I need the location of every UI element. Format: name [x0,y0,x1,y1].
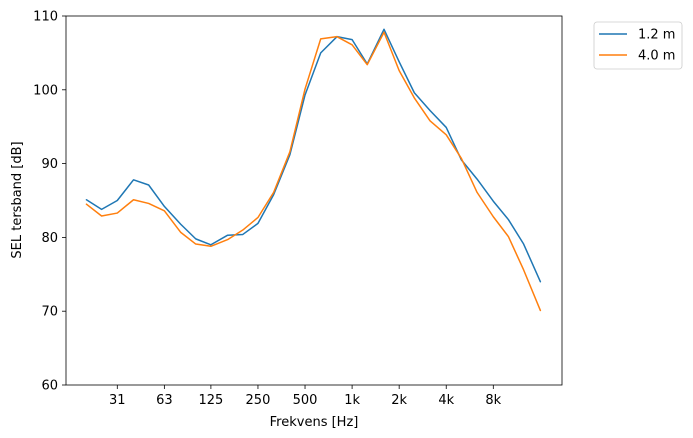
x-tick-label: 125 [198,393,223,408]
x-tick-label: 63 [156,393,173,408]
y-tick-label: 110 [33,10,58,25]
x-tick-label: 4k [438,393,454,408]
y-tick-label: 90 [41,157,58,172]
y-tick-label: 100 [33,83,58,98]
y-axis-label: SEL tersband [dB] [10,141,25,258]
x-tick-label: 250 [246,393,271,408]
x-tick-label: 8k [485,393,501,408]
y-axis: 60 70 80 90 100 110 [33,10,66,394]
x-axis: 31 63 125 250 500 1k 2k 4k 8k [109,385,502,408]
y-tick-label: 80 [41,231,58,246]
series-line-0 [85,28,542,283]
series-line-1 [85,31,542,312]
y-tick-label: 70 [41,305,58,320]
plot-frame [65,15,563,386]
plot-lines [85,28,542,312]
legend-label-1: 4.0 m [638,49,675,64]
x-tick-label: 1k [344,393,360,408]
x-tick-label: 2k [391,393,407,408]
x-tick-label: 31 [109,393,126,408]
x-axis-label: Frekvens [Hz] [270,415,359,430]
x-tick-label: 500 [293,393,318,408]
y-tick-label: 60 [41,379,58,394]
legend: 1.2 m 4.0 m [593,21,683,70]
legend-label-0: 1.2 m [638,28,675,43]
